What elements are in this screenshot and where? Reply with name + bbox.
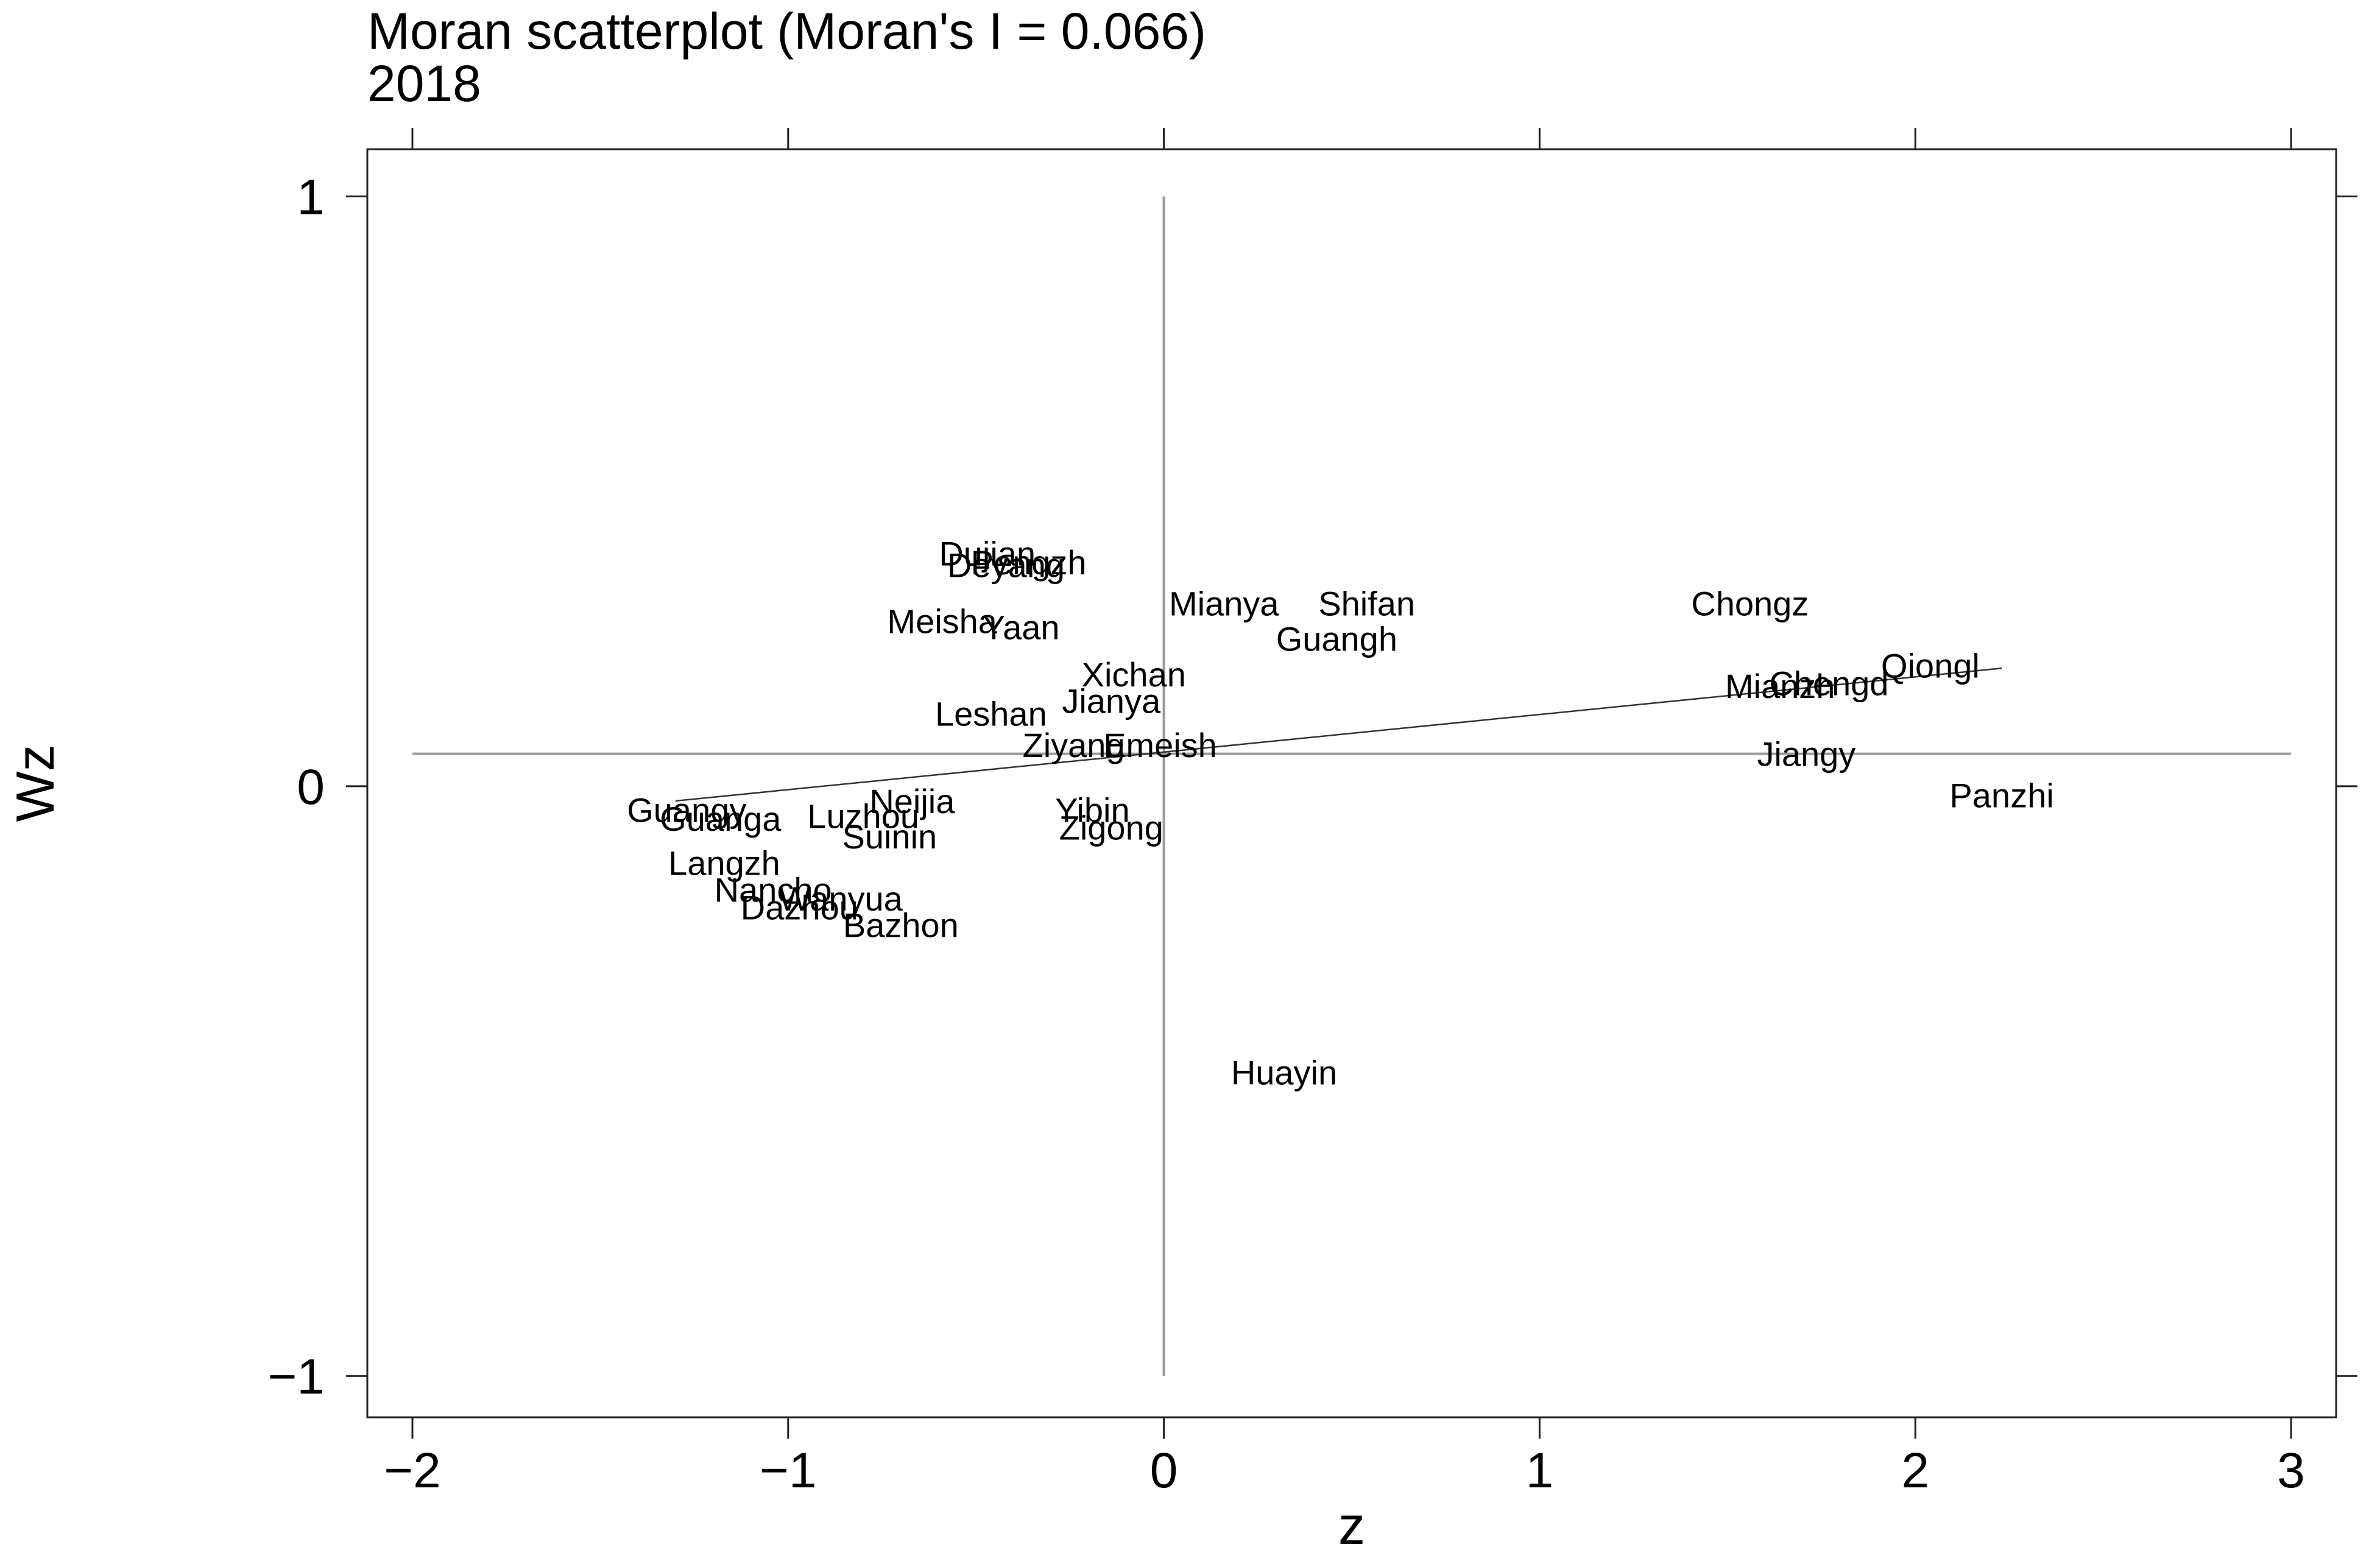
point-label: Nancho: [715, 870, 832, 909]
point-label: Huayin: [1231, 1054, 1337, 1092]
regression-line: [675, 667, 2002, 802]
chart-title: Moran scatterplot (Moran's I = 0.066): [367, 2, 1206, 60]
point-label: Qiongl: [1881, 646, 1980, 685]
point-label: Leshan: [935, 695, 1047, 733]
x-tick-label: −1: [760, 1443, 817, 1498]
point-label: Chongz: [1691, 585, 1809, 623]
point-label: Yaan: [983, 608, 1060, 646]
x-axis: −2 −1 0 1 2 3: [384, 128, 2305, 1498]
point-label: Panzhi: [1949, 776, 2053, 814]
point-label: Bazhon: [843, 906, 959, 944]
point-label: Guanga: [660, 800, 782, 838]
y-axis: −1 0 1: [268, 169, 2357, 1405]
point-label: Guangy: [627, 791, 746, 830]
x-tick-label: 3: [2277, 1443, 2305, 1498]
point-label: Suinin: [842, 817, 938, 856]
point-label: Neijia: [869, 782, 955, 820]
y-tick-label: 0: [297, 760, 325, 815]
point-label: Jianya: [1062, 682, 1161, 720]
plot-frame: [366, 148, 2337, 1419]
point-label: Luzhou: [807, 797, 919, 835]
point-label: Ziyang: [1023, 726, 1125, 764]
point-label: Guangh: [1276, 620, 1397, 658]
point-label: Xichan: [1082, 655, 1186, 694]
point-label: Pengzh: [971, 543, 1087, 582]
y-tick-label: −1: [268, 1349, 325, 1405]
fit-line: [675, 667, 2002, 802]
x-tick-label: 2: [1901, 1443, 1929, 1498]
point-label: Mianya: [1169, 585, 1279, 623]
point-label: Emeish: [1103, 726, 1217, 764]
point-label: Wanyua: [779, 879, 903, 918]
point-label: Langzh: [668, 844, 780, 883]
point-label: Meisha: [887, 602, 997, 641]
point-label: Jiangy: [1757, 735, 1856, 774]
x-tick-label: 0: [1150, 1443, 1178, 1498]
x-tick-label: −2: [384, 1443, 441, 1498]
point-label: Yibin: [1055, 791, 1129, 830]
y-axis-label: Wz: [5, 744, 65, 822]
point-label: Dujian: [939, 534, 1036, 573]
point-label: Mianzh: [1725, 667, 1835, 705]
point-label: Dazhou: [741, 888, 858, 926]
x-axis-label: z: [1338, 1495, 1365, 1556]
point-label: Chengd: [1769, 664, 1888, 702]
point-label: Shifan: [1318, 585, 1415, 623]
point-label: Deyang: [947, 546, 1065, 585]
y-tick-label: 1: [297, 169, 325, 225]
point-label: Zigong: [1059, 809, 1164, 847]
chart-subtitle: 2018: [367, 55, 481, 112]
x-tick-label: 1: [1526, 1443, 1554, 1498]
reference-lines: [412, 196, 2291, 1376]
